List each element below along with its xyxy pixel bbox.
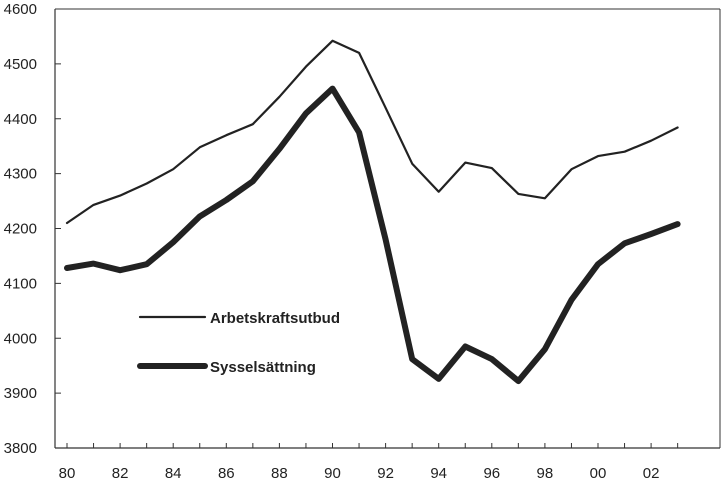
series-line-2 — [64, 85, 681, 385]
x-tick-label: 80 — [59, 465, 76, 482]
y-tick-label: 4200 — [4, 221, 37, 238]
y-tick-label: 4000 — [4, 330, 37, 347]
y-axis: 3800 3900 4000 4100 4200 4300 4400 4500 4600 — [4, 1, 61, 457]
x-tick-label: 94 — [430, 465, 447, 482]
legend-label: Sysselsättning — [210, 359, 316, 376]
x-axis: 80 82 84 86 88 90 92 94 96 98 00 02 — [59, 443, 679, 482]
x-tick-label: 88 — [271, 465, 288, 482]
x-tick-label: 92 — [377, 465, 394, 482]
y-tick-label: 3900 — [4, 385, 37, 402]
series-line-1 — [65, 39, 679, 225]
x-tick-label: 96 — [483, 465, 500, 482]
legend-label: Arbetskraftsutbud — [210, 310, 340, 327]
series-layer — [64, 39, 681, 385]
x-tick-label: 98 — [537, 465, 554, 482]
x-tick-label: 86 — [218, 465, 235, 482]
plot-frame — [54, 8, 721, 449]
legend: Arbetskraftsutbud Sysselsättning — [137, 310, 340, 376]
x-tick-label: 82 — [112, 465, 129, 482]
x-tick-label: 84 — [165, 465, 182, 482]
y-tick-label: 4100 — [4, 275, 37, 292]
y-tick-label: 4400 — [4, 111, 37, 128]
y-tick-label: 3800 — [4, 440, 37, 457]
y-tick-label: 4600 — [4, 1, 37, 18]
x-tick-label: 02 — [643, 465, 660, 482]
y-tick-label: 4300 — [4, 166, 37, 183]
x-tick-label: 90 — [324, 465, 341, 482]
x-tick-label: 00 — [590, 465, 607, 482]
y-tick-label: 4500 — [4, 56, 37, 73]
